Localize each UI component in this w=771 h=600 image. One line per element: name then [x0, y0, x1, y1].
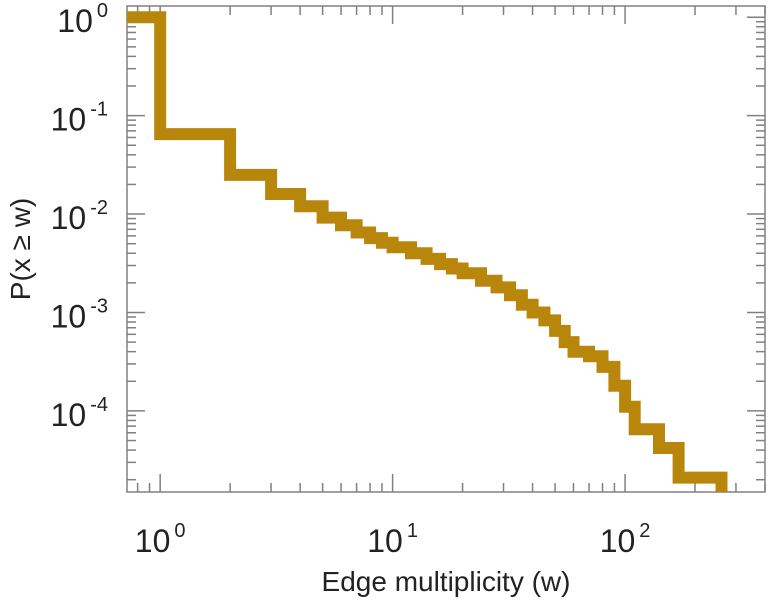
ccdf-series-line	[127, 11, 728, 492]
y-axis-label: P(x ≥ w)	[5, 198, 36, 300]
y-tick-label: 10 0	[57, 0, 108, 39]
x-tick-label: 10 2	[600, 520, 651, 559]
tick-marks	[127, 6, 766, 492]
x-axis-label: Edge multiplicity (w)	[322, 566, 571, 597]
x-tick-label: 10 1	[367, 520, 418, 559]
y-tick-label: 10 -1	[51, 99, 108, 138]
y-tick-label: 10 -2	[51, 197, 108, 236]
x-tick-label: 10 0	[135, 520, 186, 559]
series-layer	[127, 11, 728, 492]
plot-frame	[126, 5, 766, 493]
y-tick-label: 10 -3	[51, 295, 108, 334]
tick-labels: 10 0 10 1 10 2 10 0 10 -1 10 -2 10 -3 10 -4	[51, 0, 651, 559]
y-tick-label: 10 -4	[51, 394, 108, 433]
